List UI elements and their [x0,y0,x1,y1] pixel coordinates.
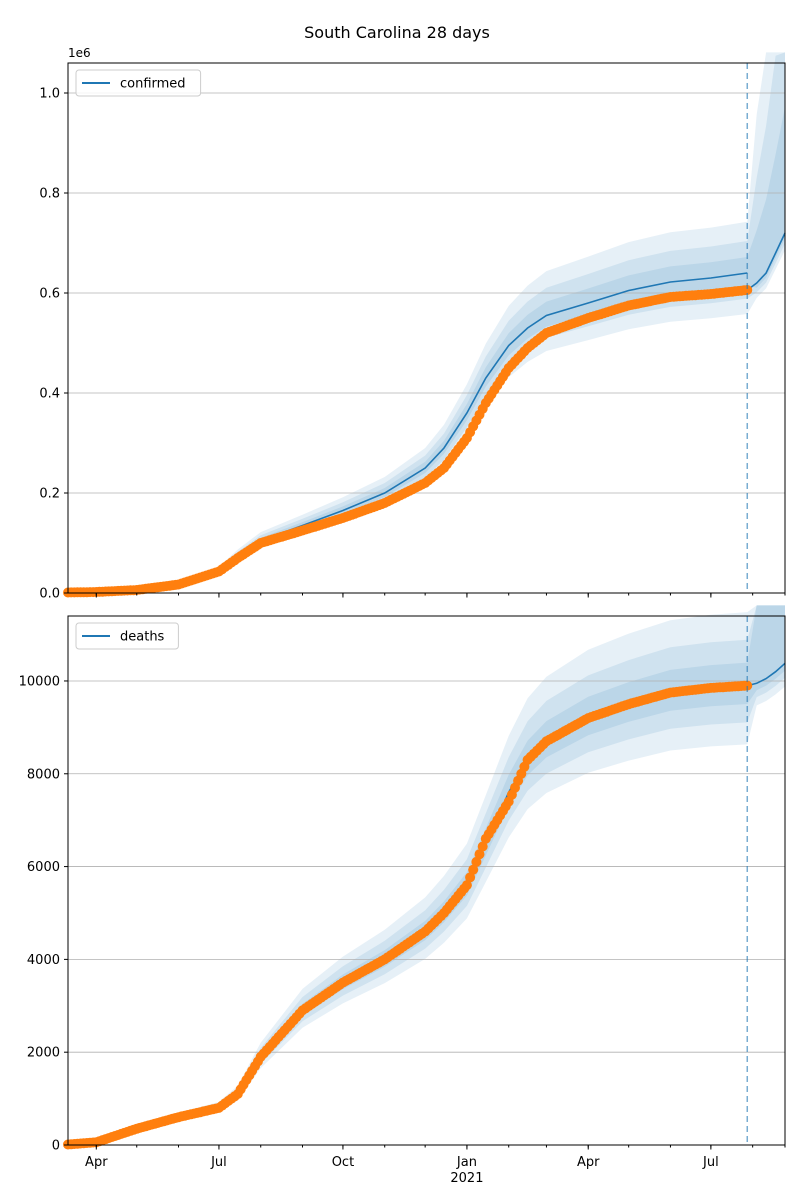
deaths-ytick-label: 8000 [27,767,60,782]
deaths-observed-point [477,841,488,852]
confirmed-band-0 [68,52,785,593]
deaths-y-axis: 0 2000 4000 6000 8000 10000 [19,674,68,1154]
confirmed-forecast-line [746,232,786,291]
deaths-legend-label: deaths [120,630,165,645]
confirmed-uncertainty-bands [68,52,785,593]
confirmed-legend-box [75,69,202,97]
deaths-legend: deaths [75,622,179,650]
deaths-ytick-label: 2000 [27,1046,60,1061]
confirmed-ytick-label: 0.6 [39,287,60,302]
confirmed-y-axis: 0.0 0.2 0.4 0.6 0.8 1.0 [39,87,68,602]
deaths-xtick-label: Jul [702,1155,719,1170]
confirmed-ytick-label: 1.0 [39,87,60,102]
deaths-xtick-year-label: 2021 [450,1171,483,1186]
deaths-legend-box [75,622,179,650]
confirmed-ytick-label: 0.0 [39,587,60,602]
deaths-observed-point [465,872,476,883]
deaths-ytick-label: 10000 [19,674,60,689]
deaths-band-1 [68,605,785,1145]
deaths-ytick-label: 6000 [27,860,60,875]
deaths-forecast-line [747,662,786,687]
confirmed-observed-point [742,285,753,295]
deaths-observed-point [471,856,482,867]
deaths-observed-point [468,864,479,875]
confirmed-band-1 [68,52,785,593]
deaths-panel: 0 2000 4000 6000 8000 10000 Apr Jul Oct Jan Apr Ju… [19,605,786,1186]
deaths-axes-frame [67,615,786,1146]
deaths-ytick-label: 0 [52,1139,60,1154]
confirmed-legend: confirmed [75,69,202,97]
deaths-xtick-label: Jul [210,1155,227,1170]
confirmed-legend-label: confirmed [120,77,186,92]
deaths-xtick-label: Oct [332,1155,354,1170]
deaths-band-0 [68,605,785,1145]
confirmed-observed-points [63,285,753,598]
deaths-xtick-label: Apr [577,1155,600,1170]
deaths-observed-points [63,680,753,1150]
confirmed-axes-frame [67,62,786,594]
deaths-xtick-label: Apr [85,1155,108,1170]
confirmed-band-2 [68,107,785,593]
deaths-observed-point [742,680,753,691]
deaths-xtick-label: Jan [456,1155,477,1170]
confirmed-panel: 0.0 0.2 0.4 0.6 0.8 1.0 1e6 confirmed [39,46,786,602]
chart-title: South Carolina 28 days [304,23,490,42]
deaths-x-axis: Apr Jul Oct Jan Apr Jul 2021 [85,1145,786,1186]
confirmed-grid [68,92,785,594]
deaths-band-2 [68,605,785,1145]
deaths-observed-point [474,849,485,860]
deaths-ytick-label: 4000 [27,953,60,968]
deaths-observed-point [461,880,472,891]
confirmed-x-axis [95,593,786,598]
confirmed-y-offset-text: 1e6 [68,46,91,60]
deaths-uncertainty-bands [68,605,785,1145]
confirmed-ytick-label: 0.2 [39,487,60,502]
confirmed-ytick-label: 0.8 [39,187,60,202]
confirmed-ytick-label: 0.4 [39,387,60,402]
